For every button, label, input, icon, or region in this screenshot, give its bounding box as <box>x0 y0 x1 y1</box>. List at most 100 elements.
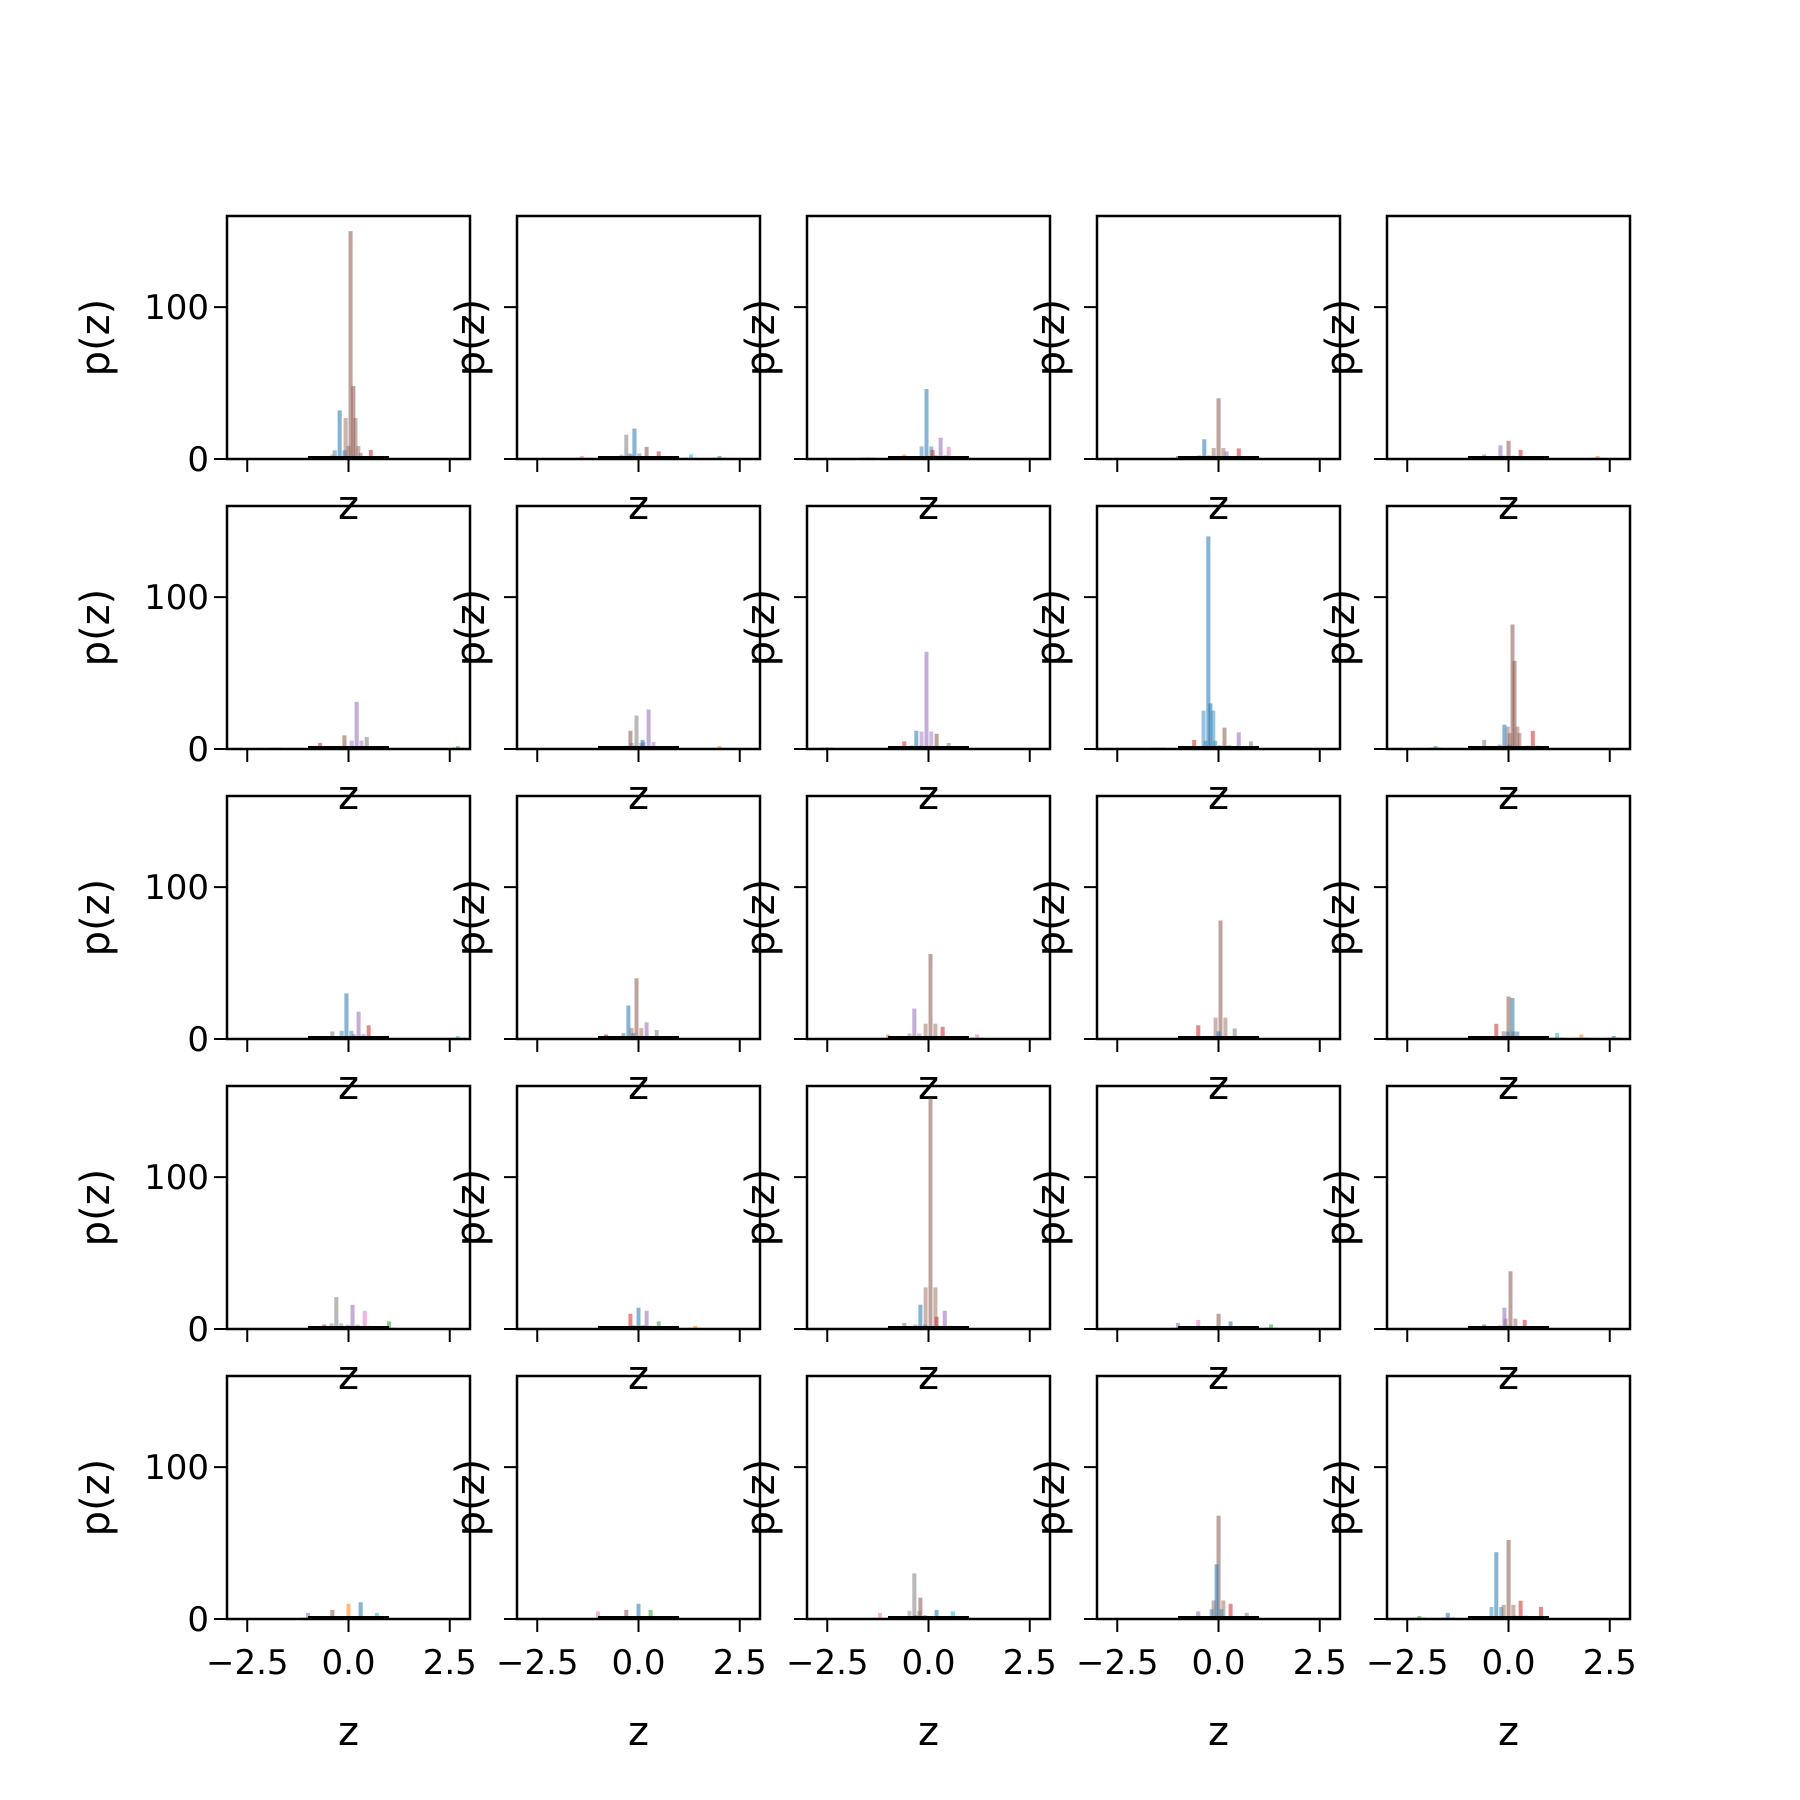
hist-bar <box>359 740 364 749</box>
axes-frame <box>225 504 472 751</box>
hist-bar <box>366 1025 371 1039</box>
hist-bar <box>1518 449 1523 459</box>
hist-bar <box>1269 1324 1274 1329</box>
hist-bar <box>348 231 353 459</box>
hist-bar <box>924 389 929 459</box>
hist-bar <box>624 1609 629 1619</box>
y-axis-label: p(z) <box>738 589 784 667</box>
subplot-4-2 <box>504 1084 762 1342</box>
x-tick-label: 0.0 <box>1481 1643 1535 1683</box>
x-tick-label: 0.0 <box>901 1643 955 1683</box>
x-tick-label: 0.0 <box>1191 1643 1245 1683</box>
hist-bar <box>1513 1318 1518 1329</box>
hist-bar <box>636 1603 641 1619</box>
axes-frame <box>225 1084 472 1331</box>
y-axis-label: p(z) <box>1318 1169 1364 1247</box>
y-axis-label: p(z) <box>1028 1169 1074 1247</box>
hist-bar <box>1505 1031 1510 1039</box>
hist-bar <box>1506 996 1511 1039</box>
hist-bar <box>1216 1313 1221 1329</box>
x-tick-label: −2.5 <box>1366 1643 1449 1683</box>
y-axis-label: p(z) <box>738 879 784 957</box>
hist-bar <box>1494 1552 1499 1619</box>
hist-bar <box>1201 710 1206 749</box>
subplot-5-1 <box>214 1374 472 1632</box>
hist-bar <box>1248 741 1253 749</box>
hist-bar <box>1203 740 1208 749</box>
y-axis-label: p(z) <box>738 299 784 377</box>
hist-bar <box>1445 1612 1450 1619</box>
y-axis-label: p(z) <box>73 589 119 667</box>
hist-bar <box>644 1310 649 1329</box>
hist-bar <box>1506 440 1511 459</box>
hist-bar <box>1211 448 1216 459</box>
hist-bar <box>923 1287 928 1329</box>
hist-bar <box>918 1304 923 1329</box>
hist-bar <box>344 993 349 1039</box>
hist-bar <box>1228 1321 1233 1329</box>
y-tick-label: 0 <box>187 1310 209 1350</box>
hist-bar <box>1214 1564 1219 1619</box>
hist-bar <box>356 1011 361 1039</box>
hist-bar <box>1209 1609 1214 1619</box>
hist-bar <box>1506 1540 1511 1619</box>
hist-bar <box>354 701 359 749</box>
hist-bar <box>1208 703 1213 749</box>
y-tick-label: 0 <box>187 1600 209 1640</box>
y-axis-label: p(z) <box>73 299 119 377</box>
hist-bar <box>907 1610 912 1619</box>
hist-bar <box>1515 726 1520 749</box>
hist-bar <box>353 418 358 459</box>
y-tick-label: 100 <box>144 1158 209 1198</box>
hist-bar <box>349 740 354 749</box>
hist-bar <box>942 1310 947 1329</box>
hist-bar <box>1530 730 1535 749</box>
hist-bar <box>1502 1307 1507 1329</box>
hist-bar <box>928 954 933 1039</box>
hist-bar <box>1221 448 1226 459</box>
subplot-5-4 <box>1084 1374 1342 1632</box>
hist-bar <box>693 1326 698 1329</box>
hist-bar <box>346 1603 351 1619</box>
hist-bar <box>1219 1609 1224 1619</box>
hist-bar <box>651 741 656 749</box>
hist-bar <box>924 651 929 749</box>
hist-bar <box>1232 1028 1237 1039</box>
hist-bar <box>1579 1034 1584 1039</box>
hist-bar <box>975 1034 980 1039</box>
subplot-3-1 <box>214 794 472 1052</box>
hist-bar <box>918 1597 923 1619</box>
hist-bar <box>330 1031 335 1039</box>
hist-bar <box>877 1612 882 1619</box>
subplot-4-5 <box>1374 1084 1632 1342</box>
hist-bar <box>1196 1611 1201 1619</box>
hist-bar <box>1176 1322 1181 1329</box>
hist-bar <box>628 1313 633 1329</box>
hist-bar <box>1218 920 1223 1039</box>
subplot-5-5 <box>1374 1374 1632 1632</box>
x-axis-label: z <box>338 1709 359 1755</box>
subplot-5-3 <box>794 1374 1052 1632</box>
hist-bar <box>1595 456 1600 459</box>
subplot-2-1 <box>214 504 472 762</box>
hist-bar <box>1192 739 1197 749</box>
hist-bar <box>1489 1607 1494 1619</box>
hist-bar <box>914 730 919 749</box>
hist-bar <box>929 731 934 749</box>
hist-bar <box>387 1321 391 1329</box>
axes-frame <box>515 1374 762 1621</box>
hist-bar <box>933 1023 938 1039</box>
subplot-3-5 <box>1374 794 1632 1052</box>
hist-bar <box>1211 710 1216 749</box>
hist-bar <box>349 1030 354 1039</box>
hist-bar <box>656 1321 661 1329</box>
hist-bar <box>938 437 943 459</box>
hist-bar <box>919 731 924 749</box>
y-axis-label: p(z) <box>448 589 494 667</box>
hist-bar <box>1236 448 1241 459</box>
hist-bar <box>626 1005 631 1039</box>
hist-bar <box>332 450 337 459</box>
subplot-4-1 <box>214 1084 472 1342</box>
y-axis-label: p(z) <box>738 1169 784 1247</box>
hist-bar <box>1501 1604 1506 1619</box>
